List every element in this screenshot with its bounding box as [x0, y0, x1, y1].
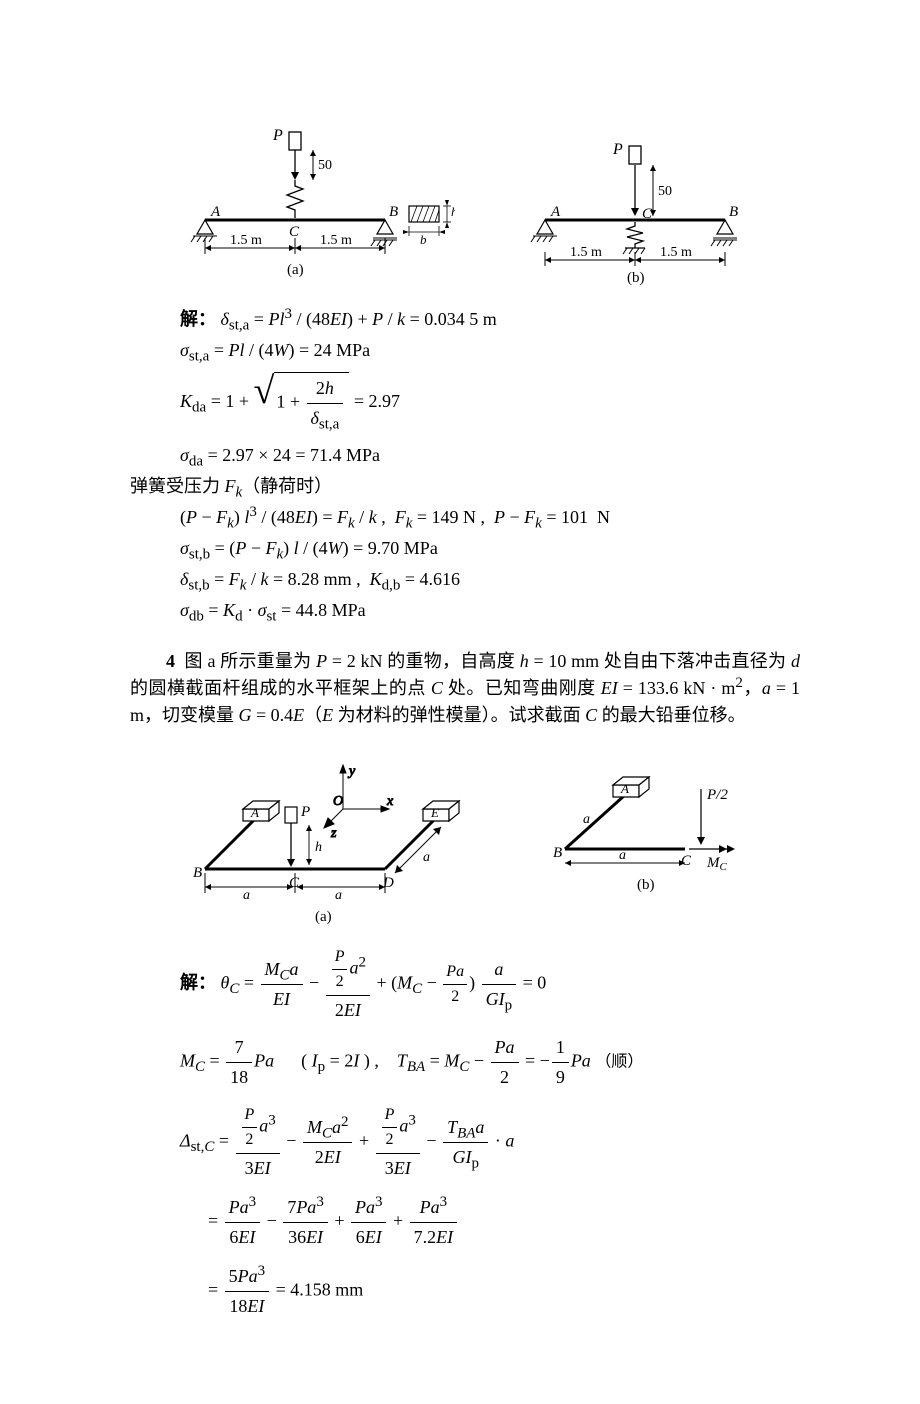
figure-1a: A B C P 50: [175, 110, 455, 290]
svg-text:a: a: [335, 888, 342, 903]
solution-header-2: 解：: [180, 973, 216, 993]
figure-2b: A B C a a P/2 MC (b): [535, 739, 755, 899]
eq-thetaC: 解： θC = MCaEI − P2a2 2EI + (MC − Pa2) aG…: [180, 945, 800, 1024]
svg-text:P: P: [612, 141, 623, 158]
svg-text:MC: MC: [706, 855, 728, 873]
figure-1-row: A B C P 50: [130, 110, 800, 290]
eq-fk: (P − Fk) l3 / (48EI) = Fk / k , Fk = 149…: [180, 504, 800, 531]
eq-sigma-stb: σst,b = (P − Fk) l / (4W) = 9.70 MPa: [180, 535, 800, 562]
svg-text:A: A: [250, 805, 259, 820]
svg-text:C: C: [681, 853, 692, 869]
eq-delta-sta: δst,a = Pl3 / (48EI) + P / k = 0.034 5 m: [221, 309, 497, 329]
eq-sigma-db: σdb = Kd · σst = 44.8 MPa: [180, 597, 800, 624]
svg-text:B: B: [193, 865, 202, 881]
svg-text:C: C: [289, 224, 300, 240]
svg-text:B: B: [729, 204, 738, 220]
svg-text:b: b: [420, 232, 427, 247]
eq-kda: Kda = 1 + √ 1 + 2hδst,a = 2.97: [180, 372, 800, 434]
svg-text:(b): (b): [637, 877, 655, 893]
svg-text:a: a: [619, 848, 626, 863]
solution-2: 解： θC = MCaEI − P2a2 2EI + (MC − Pa2) aG…: [180, 945, 800, 1320]
solution-1b: (P − Fk) l3 / (48EI) = Fk / k , Fk = 149…: [180, 504, 800, 624]
svg-text:B: B: [553, 845, 562, 861]
svg-text:D: D: [382, 875, 394, 891]
svg-text:50: 50: [318, 158, 332, 173]
eq-delta-stb: δst,b = Fk / k = 8.28 mm , Kd,b = 4.616: [180, 566, 800, 593]
svg-text:O: O: [333, 794, 343, 809]
svg-text:(b): (b): [627, 270, 645, 286]
svg-text:a: a: [423, 850, 430, 865]
svg-text:P/2: P/2: [706, 787, 728, 803]
solution-header-1: 解：: [180, 309, 216, 329]
svg-text:P: P: [300, 804, 310, 820]
problem-4: 4 图 a 所示重量为 P = 2 kN 的重物，自高度 h = 10 mm 处…: [130, 648, 800, 729]
page: A B C P 50: [0, 0, 920, 1404]
svg-text:A: A: [620, 781, 629, 796]
eq-delta-result: = 5Pa318EI = 4.158 mm: [208, 1263, 800, 1320]
svg-text:1.5 m: 1.5 m: [320, 233, 352, 248]
svg-text:z: z: [330, 826, 337, 841]
svg-text:a: a: [583, 812, 590, 827]
svg-text:E: E: [430, 805, 439, 820]
svg-text:P: P: [272, 127, 283, 144]
eq-sigma-sta: σst,a = Pl / (4W) = 24 MPa: [180, 337, 800, 364]
figure-2a: A E P h y x z O: [175, 739, 475, 929]
svg-text:h: h: [315, 840, 322, 855]
eq-delta-stC: Δst,C = P2a3 3EI − MCa22EI + P2a3 3EI − …: [180, 1103, 800, 1182]
svg-text:A: A: [210, 204, 221, 220]
svg-text:a: a: [243, 888, 250, 903]
svg-text:1.5 m: 1.5 m: [570, 245, 602, 260]
figure-1b: A B C P: [515, 110, 755, 290]
eq-delta-expand: = Pa36EI − 7Pa336EI + Pa36EI + Pa37.2EI: [208, 1194, 800, 1251]
svg-text:C: C: [642, 206, 653, 222]
solution-1: 解： δst,a = Pl3 / (48EI) + P / k = 0.034 …: [180, 306, 800, 469]
eq-sigma-da: σda = 2.97 × 24 = 71.4 MPa: [180, 442, 800, 469]
svg-text:h: h: [451, 204, 455, 219]
svg-text:A: A: [550, 204, 561, 220]
spring-force-note: 弹簧受压力 Fk（静荷时）: [130, 473, 800, 500]
problem-number: 4: [166, 651, 175, 671]
svg-text:1.5 m: 1.5 m: [230, 233, 262, 248]
figure-2-row: A E P h y x z O: [130, 739, 800, 929]
eq-Mc: MC = 718Pa ( Ip = 2I ) , TBA = MC − Pa2 …: [180, 1034, 800, 1091]
svg-text:1.5 m: 1.5 m: [660, 245, 692, 260]
svg-text:50: 50: [658, 184, 672, 199]
svg-text:y: y: [347, 764, 356, 779]
svg-text:(a): (a): [315, 909, 332, 925]
svg-text:(a): (a): [287, 262, 304, 278]
svg-text:B: B: [389, 204, 398, 220]
svg-text:x: x: [386, 794, 394, 809]
